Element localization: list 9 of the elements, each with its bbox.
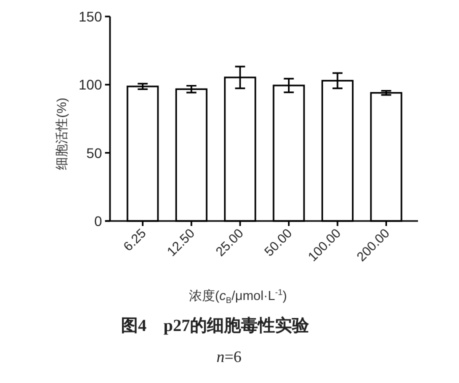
y-tick-label: 50 bbox=[86, 144, 102, 161]
x-axis-title: 浓度(c$_{B}$/μmol·L$^{-1}$) bbox=[189, 287, 287, 305]
caption: 图4 p27的细胞毒性实验 bbox=[121, 316, 310, 335]
y-tick-label: 150 bbox=[78, 8, 102, 24]
text: n=6 bbox=[216, 349, 242, 366]
y-tick-label: 0 bbox=[94, 213, 102, 229]
x-tick-label: 6.25 bbox=[120, 226, 149, 254]
y-tick-label: 100 bbox=[78, 76, 102, 93]
y-axis-title: 细胞活性(%) bbox=[54, 98, 69, 170]
